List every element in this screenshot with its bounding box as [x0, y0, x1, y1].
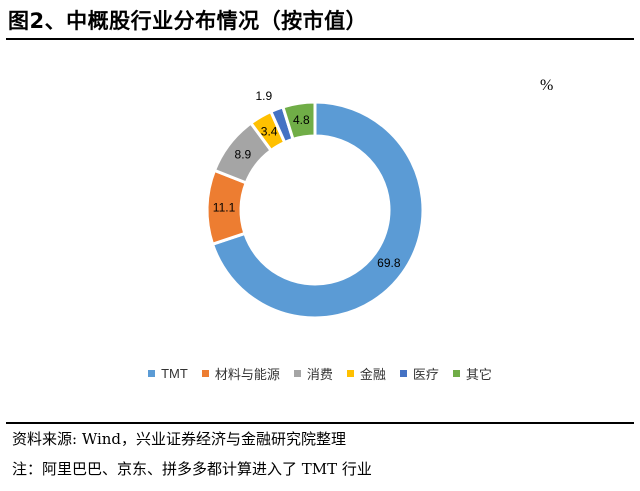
data-label-healthcare: 1.9	[255, 89, 272, 103]
figure-title: 图2、中概股行业分布情况（按市值）	[8, 9, 368, 33]
source-rule	[6, 422, 634, 424]
legend-item-materials-energy: 材料与能源	[201, 364, 280, 383]
title-underline	[6, 38, 634, 40]
data-label-tmt: 69.8	[377, 256, 401, 270]
legend-item-consumer: 消费	[293, 364, 333, 383]
legend-label-finance: 金融	[359, 368, 386, 383]
source-note: 资料来源: Wind，兴业证券经济与金融研究院整理	[12, 430, 347, 448]
legend-swatch-consumer	[293, 370, 301, 377]
data-label-consumer: 8.9	[235, 148, 252, 162]
legend-item-other: 其它	[452, 364, 492, 383]
legend-swatch-other	[452, 370, 460, 377]
legend-label-tmt: TMT	[161, 366, 188, 381]
data-label-other: 4.8	[293, 113, 310, 127]
legend-label-consumer: 消费	[306, 368, 333, 383]
unit-label: %	[540, 77, 554, 94]
legend-label-materials-energy: 材料与能源	[214, 368, 280, 383]
legend-swatch-healthcare	[399, 370, 407, 377]
donut-chart: 69.8 11.1 8.9 3.4 1.9 4.8	[205, 89, 425, 320]
legend-swatch-finance	[346, 370, 354, 377]
data-label-finance: 3.4	[261, 124, 278, 138]
data-label-materials-energy: 11.1	[213, 201, 236, 215]
legend-swatch-materials-energy	[201, 370, 209, 377]
legend-label-healthcare: 医疗	[412, 368, 439, 383]
chart-legend: TMT 材料与能源 消费 金融 医疗 其它	[0, 364, 640, 383]
legend-label-other: 其它	[465, 368, 492, 383]
legend-item-tmt: TMT	[148, 364, 188, 383]
footnote: 注：阿里巴巴、京东、拼多多都计算进入了 TMT 行业	[12, 460, 372, 478]
legend-swatch-tmt	[148, 370, 156, 377]
legend-item-healthcare: 医疗	[399, 364, 439, 383]
legend-item-finance: 金融	[346, 364, 386, 383]
slice-other	[281, 100, 317, 142]
slice-tmt	[210, 100, 425, 320]
